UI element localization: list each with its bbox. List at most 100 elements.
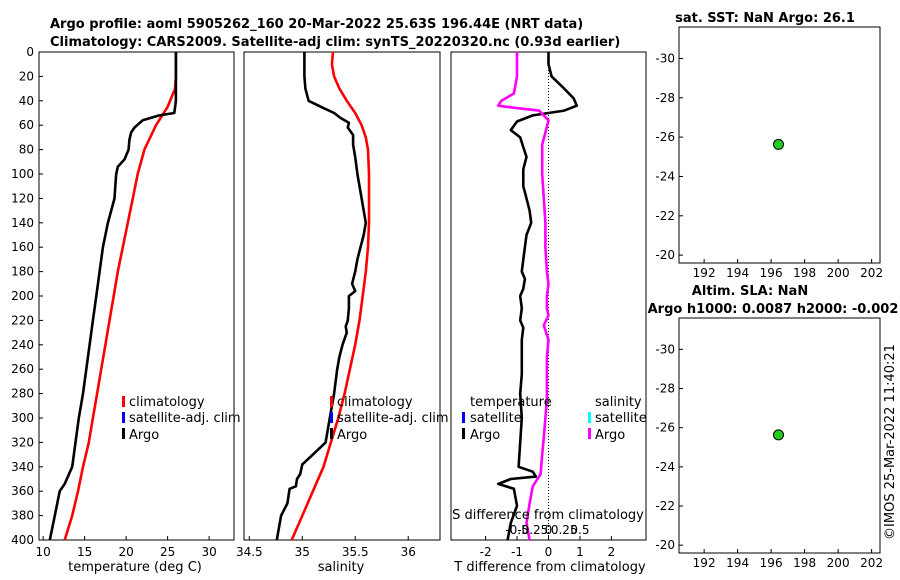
difference-x2-tick-label: 0.5 <box>570 523 589 537</box>
depth-tick-label: 160 <box>11 240 34 254</box>
depth-tick-label: 80 <box>19 143 34 157</box>
depth-tick-label: 320 <box>11 435 34 449</box>
legend-label-satellite: satellite-adj. clim <box>129 411 241 426</box>
difference-x2-tick-label: -0.25 <box>517 523 548 537</box>
temperature-x-tick-label: 20 <box>118 545 133 559</box>
latitude-tick-label: -28 <box>655 382 675 396</box>
longitude-tick-label: 200 <box>827 556 850 570</box>
longitude-tick-label: 192 <box>693 266 716 280</box>
longitude-tick-label: 202 <box>860 556 883 570</box>
series-line-climatology <box>290 51 371 541</box>
difference-x2-tick-label: -0.5 <box>505 523 528 537</box>
depth-tick-label: 180 <box>11 265 34 279</box>
legend-label-argo: Argo <box>337 428 367 443</box>
legend-label-sal-satellite: satellite <box>595 411 647 426</box>
difference-x-tick-label: 1 <box>576 545 584 559</box>
salinity-x-tick-label: 35 <box>295 545 310 559</box>
sst-map-title: sat. SST: NaN Argo: 26.1 <box>675 11 855 26</box>
depth-tick-label: 240 <box>11 338 34 352</box>
longitude-tick-label: 200 <box>827 266 850 280</box>
temperature-x-tick-label: 25 <box>160 545 175 559</box>
latitude-tick-label: -26 <box>655 421 675 435</box>
difference-x2label: S difference from climatology <box>452 508 644 523</box>
difference-x-tick-label: 0 <box>545 545 553 559</box>
salinity-legend: climatology satellite-adj. clim Argo <box>330 395 449 443</box>
legend-label-temp-satellite: satellite <box>470 411 522 426</box>
longitude-tick-label: 198 <box>793 266 816 280</box>
depth-tick-label: 280 <box>11 387 34 401</box>
difference-x2-tick-label: 0.25 <box>551 523 578 537</box>
legend-label-climatology: climatology <box>337 395 413 410</box>
header-line1: Argo profile: aoml 5905262_160 20-Mar-20… <box>50 17 583 32</box>
longitude-tick-label: 196 <box>760 266 783 280</box>
legend-swatch-satellite <box>330 412 333 423</box>
difference-x-tick-label: -2 <box>480 545 492 559</box>
latitude-tick-label: -24 <box>655 169 675 183</box>
depth-tick-label: 0 <box>26 45 34 59</box>
salinity-panel: 34.5 35 35.5 36 <box>236 51 441 559</box>
depth-tick-label: 40 <box>19 94 34 108</box>
salinity-xlabel: salinity <box>318 560 365 575</box>
depth-tick-label: 360 <box>11 484 34 498</box>
longitude-tick-label: 196 <box>760 556 783 570</box>
argo-position-marker <box>772 138 784 150</box>
legend-label-climatology: climatology <box>129 395 205 410</box>
latitude-tick-label: -28 <box>655 91 675 105</box>
depth-tick-label: 220 <box>11 313 34 327</box>
argo-position-marker <box>772 429 784 441</box>
latitude-tick-label: -22 <box>655 499 675 513</box>
legend-swatch-argo <box>330 428 333 439</box>
legend-label-argo: Argo <box>129 428 159 443</box>
latitude-tick-label: -24 <box>655 460 675 474</box>
latitude-tick-label: -26 <box>655 130 675 144</box>
legend-swatch-temp-satellite <box>462 412 465 423</box>
legend-swatch-argo <box>122 428 125 439</box>
depth-tick-label: 60 <box>19 118 34 132</box>
copyright-stamp: ©IMOS 25-Mar-2022 11:40:21 <box>883 344 898 540</box>
latitude-tick-label: -20 <box>655 248 675 262</box>
depth-tick-label: 400 <box>11 533 34 547</box>
legend-swatch-sal-satellite <box>588 412 591 423</box>
depth-tick-label: 380 <box>11 509 34 523</box>
salinity-x-tick-label: 34.5 <box>236 545 263 559</box>
legend-title-salinity: salinity <box>595 395 642 410</box>
legend-swatch-climatology <box>330 396 333 407</box>
sst-map-panel: 192 194 196 198 200 202 -20 -22 -24 -26 -28 -30 <box>655 26 883 280</box>
depth-tick-label: 100 <box>11 167 34 181</box>
header-line2: Climatology: CARS2009. Satellite-adj cli… <box>50 35 620 50</box>
temperature-x-tick-label: 10 <box>36 545 51 559</box>
depth-tick-label: 20 <box>19 69 34 83</box>
latitude-tick-label: -30 <box>655 342 675 356</box>
plot-area <box>38 51 235 541</box>
difference-x2-tick-label: 0 <box>545 523 553 537</box>
depth-tick-label: 140 <box>11 216 34 230</box>
legend-swatch-satellite <box>122 412 125 423</box>
temperature-xlabel: temperature (deg C) <box>68 560 202 575</box>
legend-swatch-climatology <box>122 396 125 407</box>
depth-tick-label: 340 <box>11 460 34 474</box>
longitude-tick-label: 198 <box>793 556 816 570</box>
difference-x-tick-label: -1 <box>511 545 523 559</box>
longitude-tick-label: 192 <box>693 556 716 570</box>
difference-legend: temperature satellite Argo salinity sate… <box>462 395 647 443</box>
depth-tick-label: 260 <box>11 362 34 376</box>
depth-tick-label: 120 <box>11 191 34 205</box>
series-line-s-argo <box>496 52 550 541</box>
latitude-tick-label: -22 <box>655 209 675 223</box>
latitude-tick-label: -30 <box>655 51 675 65</box>
salinity-x-tick-label: 35.5 <box>342 545 369 559</box>
temperature-x-tick-label: 30 <box>201 545 216 559</box>
legend-label-satellite: satellite-adj. clim <box>337 411 449 426</box>
depth-tick-label: 300 <box>11 411 34 425</box>
temperature-panel: 10 15 20 25 30020406080100120140160180200220… <box>11 45 235 559</box>
legend-swatch-sal-argo <box>588 428 591 439</box>
longitude-tick-label: 202 <box>860 266 883 280</box>
legend-label-temp-argo: Argo <box>470 428 500 443</box>
temperature-x-tick-label: 15 <box>77 545 92 559</box>
longitude-tick-label: 194 <box>726 266 749 280</box>
legend-swatch-temp-argo <box>462 428 465 439</box>
latitude-tick-label: -20 <box>655 538 675 552</box>
series-line-argo <box>275 52 368 541</box>
